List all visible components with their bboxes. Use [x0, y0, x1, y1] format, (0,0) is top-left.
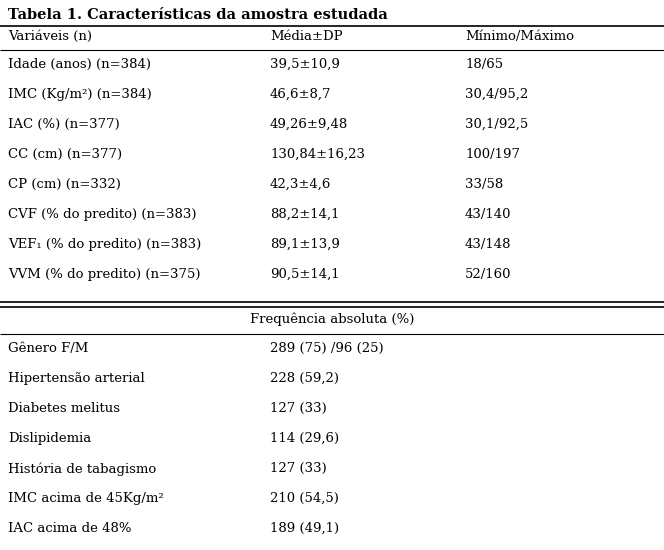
- Text: 100/197: 100/197: [465, 148, 520, 161]
- Text: CP (cm) (n=332): CP (cm) (n=332): [8, 178, 121, 191]
- Text: VVM (% do predito) (n=375): VVM (% do predito) (n=375): [8, 268, 201, 281]
- Text: História de tabagismo: História de tabagismo: [8, 462, 156, 476]
- Text: 90,5±14,1: 90,5±14,1: [270, 268, 339, 281]
- Text: Frequência absoluta (%): Frequência absoluta (%): [250, 312, 414, 326]
- Text: 89,1±13,9: 89,1±13,9: [270, 238, 340, 251]
- Text: 49,26±9,48: 49,26±9,48: [270, 118, 348, 131]
- Text: 210 (54,5): 210 (54,5): [270, 492, 339, 505]
- Text: 114 (29,6): 114 (29,6): [270, 432, 339, 445]
- Text: IMC acima de 45Kg/m²: IMC acima de 45Kg/m²: [8, 492, 164, 505]
- Text: IAC (%) (n=377): IAC (%) (n=377): [8, 118, 120, 131]
- Text: Gênero F/M: Gênero F/M: [8, 342, 88, 355]
- Text: 39,5±10,9: 39,5±10,9: [270, 58, 340, 71]
- Text: 18/65: 18/65: [465, 58, 503, 71]
- Text: Idade (anos) (n=384): Idade (anos) (n=384): [8, 58, 151, 71]
- Text: Diabetes melitus: Diabetes melitus: [8, 402, 120, 415]
- Text: Hipertensão arterial: Hipertensão arterial: [8, 372, 145, 385]
- Text: 127 (33): 127 (33): [270, 462, 327, 475]
- Text: IMC (Kg/m²) (n=384): IMC (Kg/m²) (n=384): [8, 88, 152, 101]
- Text: 127 (33): 127 (33): [270, 402, 327, 415]
- Text: 289 (75) /96 (25): 289 (75) /96 (25): [270, 342, 384, 355]
- Text: 189 (49,1): 189 (49,1): [270, 522, 339, 535]
- Text: CC (cm) (n=377): CC (cm) (n=377): [8, 148, 122, 161]
- Text: 43/148: 43/148: [465, 238, 511, 251]
- Text: 88,2±14,1: 88,2±14,1: [270, 208, 339, 221]
- Text: 52/160: 52/160: [465, 268, 511, 281]
- Text: 30,4/95,2: 30,4/95,2: [465, 88, 529, 101]
- Text: 42,3±4,6: 42,3±4,6: [270, 178, 331, 191]
- Text: VEF₁ (% do predito) (n=383): VEF₁ (% do predito) (n=383): [8, 238, 201, 251]
- Text: 33/58: 33/58: [465, 178, 503, 191]
- Text: IAC acima de 48%: IAC acima de 48%: [8, 522, 131, 535]
- Text: CVF (% do predito) (n=383): CVF (% do predito) (n=383): [8, 208, 197, 221]
- Text: Tabela 1. Características da amostra estudada: Tabela 1. Características da amostra est…: [8, 8, 388, 22]
- Text: 46,6±8,7: 46,6±8,7: [270, 88, 331, 101]
- Text: 43/140: 43/140: [465, 208, 511, 221]
- Text: Mínimo/Máximo: Mínimo/Máximo: [465, 30, 574, 43]
- Text: Dislipidemia: Dislipidemia: [8, 432, 91, 445]
- Text: 130,84±16,23: 130,84±16,23: [270, 148, 365, 161]
- Text: 228 (59,2): 228 (59,2): [270, 372, 339, 385]
- Text: Variáveis (n): Variáveis (n): [8, 30, 92, 43]
- Text: Média±DP: Média±DP: [270, 30, 343, 43]
- Text: 30,1/92,5: 30,1/92,5: [465, 118, 529, 131]
